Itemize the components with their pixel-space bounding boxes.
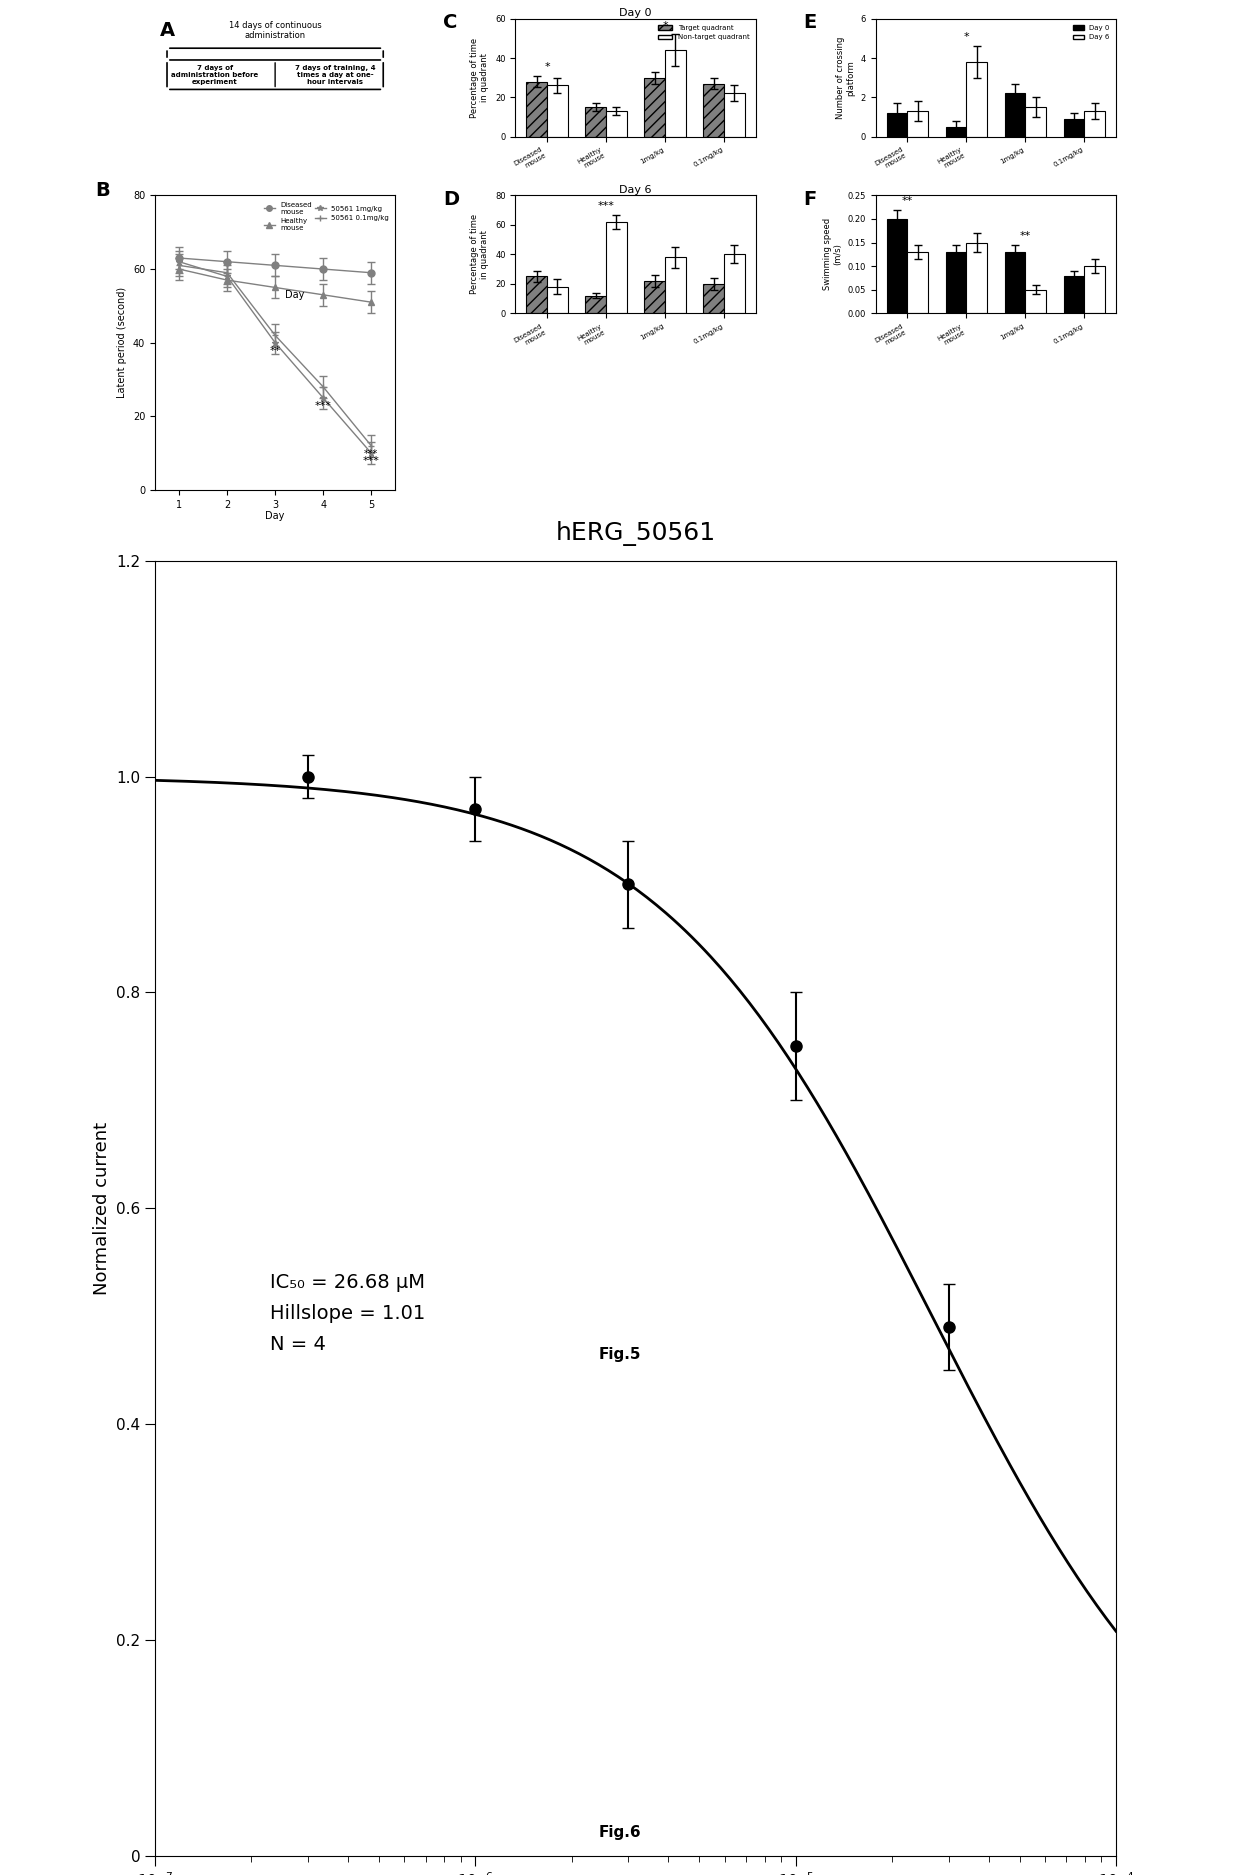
Bar — [946, 251, 966, 313]
Bar — [1085, 266, 1105, 313]
Text: IC₅₀ = 26.68 μM
Hillslope = 1.01
N = 4: IC₅₀ = 26.68 μM Hillslope = 1.01 N = 4 — [270, 1273, 425, 1354]
Text: **: ** — [1019, 231, 1030, 242]
Text: **: ** — [901, 195, 913, 206]
Text: Fig.5: Fig.5 — [599, 1348, 641, 1363]
Bar — [526, 276, 547, 313]
Title: Day 0: Day 0 — [619, 8, 652, 19]
Text: D: D — [444, 189, 460, 208]
Bar — [946, 128, 966, 137]
Bar — [703, 84, 724, 137]
Text: *: * — [544, 62, 549, 71]
Text: 7 days of training, 4
times a day at one-
hour intervals: 7 days of training, 4 times a day at one… — [295, 66, 376, 84]
Text: ***: *** — [363, 456, 379, 467]
Bar — [645, 77, 665, 137]
Y-axis label: Latent period (second): Latent period (second) — [118, 287, 128, 398]
Bar — [606, 111, 626, 137]
Bar — [547, 287, 568, 313]
Bar — [1085, 111, 1105, 137]
Legend: Day 0, Day 6: Day 0, Day 6 — [1070, 22, 1112, 43]
Text: ***: *** — [365, 448, 378, 459]
Bar — [887, 219, 908, 313]
Text: **: ** — [269, 345, 280, 356]
Title: Day 6: Day 6 — [619, 184, 652, 195]
Bar — [585, 296, 606, 313]
Text: 14 days of continuous
administration: 14 days of continuous administration — [228, 21, 321, 39]
Bar — [1064, 118, 1085, 137]
Text: F: F — [804, 189, 817, 208]
Text: A: A — [160, 21, 175, 39]
Text: B: B — [95, 180, 109, 201]
Text: Fig.6: Fig.6 — [599, 1826, 641, 1841]
Bar — [703, 283, 724, 313]
Bar — [526, 82, 547, 137]
Legend: Diseased
mouse, Healthy
mouse, 50561 1mg/kg, 50561 0.1mg/kg: Diseased mouse, Healthy mouse, 50561 1mg… — [262, 199, 392, 234]
Title: hERG_50561: hERG_50561 — [556, 521, 715, 546]
Text: E: E — [804, 13, 817, 32]
Bar — [1025, 107, 1047, 137]
Bar — [1004, 251, 1025, 313]
Text: ***: *** — [315, 401, 331, 411]
Bar — [1025, 289, 1047, 313]
Bar — [645, 281, 665, 313]
Bar — [966, 242, 987, 313]
Text: *: * — [963, 32, 970, 43]
Text: *: * — [662, 21, 668, 30]
Bar — [724, 255, 745, 313]
Bar — [1064, 276, 1085, 313]
Y-axis label: Number of crossing
platform: Number of crossing platform — [836, 36, 856, 118]
Bar — [547, 86, 568, 137]
Bar — [887, 112, 908, 137]
Bar — [724, 94, 745, 137]
Bar — [665, 51, 686, 137]
Text: 7 days of
administration before
experiment: 7 days of administration before experime… — [171, 66, 259, 84]
Bar — [908, 251, 928, 313]
Bar — [665, 257, 686, 313]
Y-axis label: Normalized current: Normalized current — [93, 1121, 110, 1296]
Text: C: C — [444, 13, 458, 32]
Bar — [908, 111, 928, 137]
Bar — [606, 221, 626, 313]
Bar — [1004, 94, 1025, 137]
Bar — [966, 62, 987, 137]
Text: Day: Day — [285, 291, 304, 300]
Y-axis label: Percentage of time
in quadrant: Percentage of time in quadrant — [470, 214, 490, 294]
Text: ***: *** — [598, 201, 615, 210]
X-axis label: Day: Day — [265, 512, 285, 521]
Legend: Target quadrant, Non-target quadrant: Target quadrant, Non-target quadrant — [656, 22, 753, 43]
Y-axis label: Swimming speed
(m/s): Swimming speed (m/s) — [822, 218, 842, 291]
Y-axis label: Percentage of time
in quadrant: Percentage of time in quadrant — [470, 38, 490, 118]
Bar — [585, 107, 606, 137]
